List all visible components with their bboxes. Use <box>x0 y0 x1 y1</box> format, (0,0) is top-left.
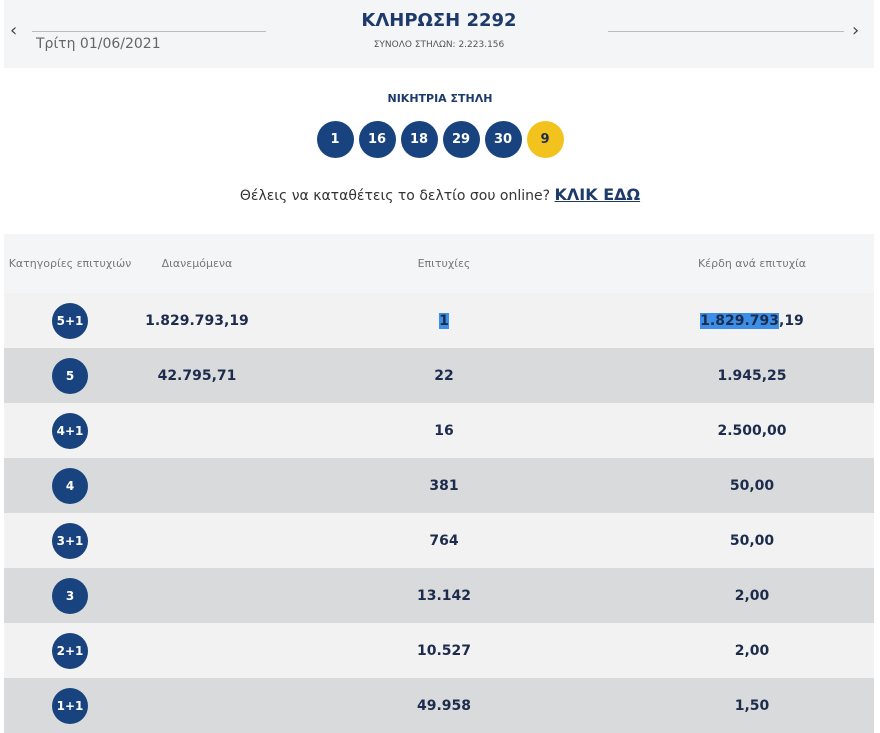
col-header-winners: Επιτυχίες <box>258 234 630 293</box>
number-ball: 29 <box>442 121 480 158</box>
winners-value: 764 <box>429 532 459 549</box>
online-prompt: Θέλεις να καταθέτεις το δελτίο σου onlin… <box>0 185 880 204</box>
winners-cell: 10.527 <box>258 623 630 678</box>
table-row: 5+1 1.829.793,19 1 1.829.793,19 <box>4 293 874 348</box>
category-badge: 3+1 <box>52 522 88 559</box>
col-header-categories: Κατηγορίες επιτυχιών <box>4 234 136 293</box>
winners-value: 49.958 <box>416 697 472 714</box>
number-ball: 16 <box>358 121 396 158</box>
col-header-prize: Κέρδη ανά επιτυχία <box>630 234 874 293</box>
winners-value: 1 <box>439 312 449 329</box>
chevron-left-icon[interactable]: ‹ <box>10 20 18 41</box>
draw-header: ‹ Τρίτη 01/06/2021 ΚΛΗΡΩΣΗ 2292 ΣΥΝΟΛΟ Σ… <box>4 0 874 68</box>
table-row: 3 13.142 2,00 <box>4 568 874 623</box>
table-row: 5 42.795,71 22 1.945,25 <box>4 348 874 403</box>
category-cell: 4 <box>4 458 136 513</box>
total-columns: ΣΥΝΟΛΟ ΣΤΗΛΩΝ: 2.223.156 <box>373 40 505 50</box>
prize-cell: 1.829.793,19 <box>630 293 874 348</box>
prize-cell: 2,00 <box>630 623 874 678</box>
winners-value: 13.142 <box>416 587 472 604</box>
divider <box>608 31 844 32</box>
prize-value: 1.945,25 <box>717 367 787 384</box>
draw-date: Τρίτη 01/06/2021 <box>36 36 161 52</box>
winners-cell: 22 <box>258 348 630 403</box>
online-text: Θέλεις να καταθέτεις το δελτίο σου onlin… <box>239 188 551 204</box>
prize-cell: 50,00 <box>630 513 874 568</box>
distributed-cell: 1.829.793,19 <box>136 293 258 348</box>
winners-cell: 1 <box>258 293 630 348</box>
distributed-cell <box>136 458 258 513</box>
number-ball: 1 <box>316 121 354 158</box>
winners-cell: 764 <box>258 513 630 568</box>
distributed-cell <box>136 403 258 458</box>
prize-cell: 1.945,25 <box>630 348 874 403</box>
prize-cell: 50,00 <box>630 458 874 513</box>
category-cell: 1+1 <box>4 678 136 733</box>
category-cell: 3 <box>4 568 136 623</box>
distributed-cell <box>136 678 258 733</box>
winners-value: 22 <box>434 367 454 384</box>
prize-value: 2.500,00 <box>717 422 787 439</box>
distributed-cell <box>136 623 258 678</box>
table-row: 1+1 49.958 1,50 <box>4 678 874 733</box>
prize-cell: 2.500,00 <box>630 403 874 458</box>
category-cell: 3+1 <box>4 513 136 568</box>
distributed-cell <box>136 568 258 623</box>
category-cell: 2+1 <box>4 623 136 678</box>
distributed-cell <box>136 513 258 568</box>
category-badge: 1+1 <box>52 687 88 724</box>
winners-value: 381 <box>429 477 459 494</box>
col-header-distributed: Διανεμόμενα <box>136 234 258 293</box>
divider <box>32 31 266 32</box>
distributed-cell: 42.795,71 <box>136 348 258 403</box>
prize-cell: 1,50 <box>630 678 874 733</box>
winners-cell: 16 <box>258 403 630 458</box>
prize-value: 2,00 <box>734 587 770 604</box>
prize-cell: 2,00 <box>630 568 874 623</box>
prize-table: Κατηγορίες επιτυχιών Διανεμόμενα Επιτυχί… <box>4 234 874 733</box>
prize-value: 2,00 <box>734 642 770 659</box>
number-ball: 30 <box>484 121 522 158</box>
category-cell: 5 <box>4 348 136 403</box>
prize-selected-part: 1.829.793 <box>700 312 779 329</box>
category-cell: 5+1 <box>4 293 136 348</box>
chevron-right-icon[interactable]: › <box>852 20 860 41</box>
table-row: 2+1 10.527 2,00 <box>4 623 874 678</box>
category-badge: 4 <box>52 467 88 504</box>
category-badge: 3 <box>52 577 88 614</box>
draw-title: ΚΛΗΡΩΣΗ 2292 <box>361 10 517 31</box>
table-row: 3+1 764 50,00 <box>4 513 874 568</box>
winners-cell: 381 <box>258 458 630 513</box>
prize-value: 1,50 <box>734 697 770 714</box>
category-badge: 2+1 <box>52 632 88 669</box>
winning-numbers: 1 16 18 29 30 9 <box>0 121 880 158</box>
category-badge: 4+1 <box>52 412 88 449</box>
winners-cell: 13.142 <box>258 568 630 623</box>
winners-cell: 49.958 <box>258 678 630 733</box>
table-row: 4 381 50,00 <box>4 458 874 513</box>
winning-label: ΝΙΚΗΤΡΙΑ ΣΤΗΛΗ <box>387 92 493 105</box>
category-badge: 5+1 <box>52 302 88 339</box>
prize-value: 50,00 <box>729 477 775 494</box>
number-ball: 18 <box>400 121 438 158</box>
joker-ball: 9 <box>526 121 564 158</box>
category-badge: 5 <box>52 357 88 394</box>
category-cell: 4+1 <box>4 403 136 458</box>
winners-value: 16 <box>434 422 454 439</box>
winners-value: 10.527 <box>416 642 472 659</box>
table-row: 4+1 16 2.500,00 <box>4 403 874 458</box>
prize-value: 50,00 <box>729 532 775 549</box>
click-here-link[interactable]: ΚΛΙΚ ΕΔΩ <box>554 185 641 204</box>
